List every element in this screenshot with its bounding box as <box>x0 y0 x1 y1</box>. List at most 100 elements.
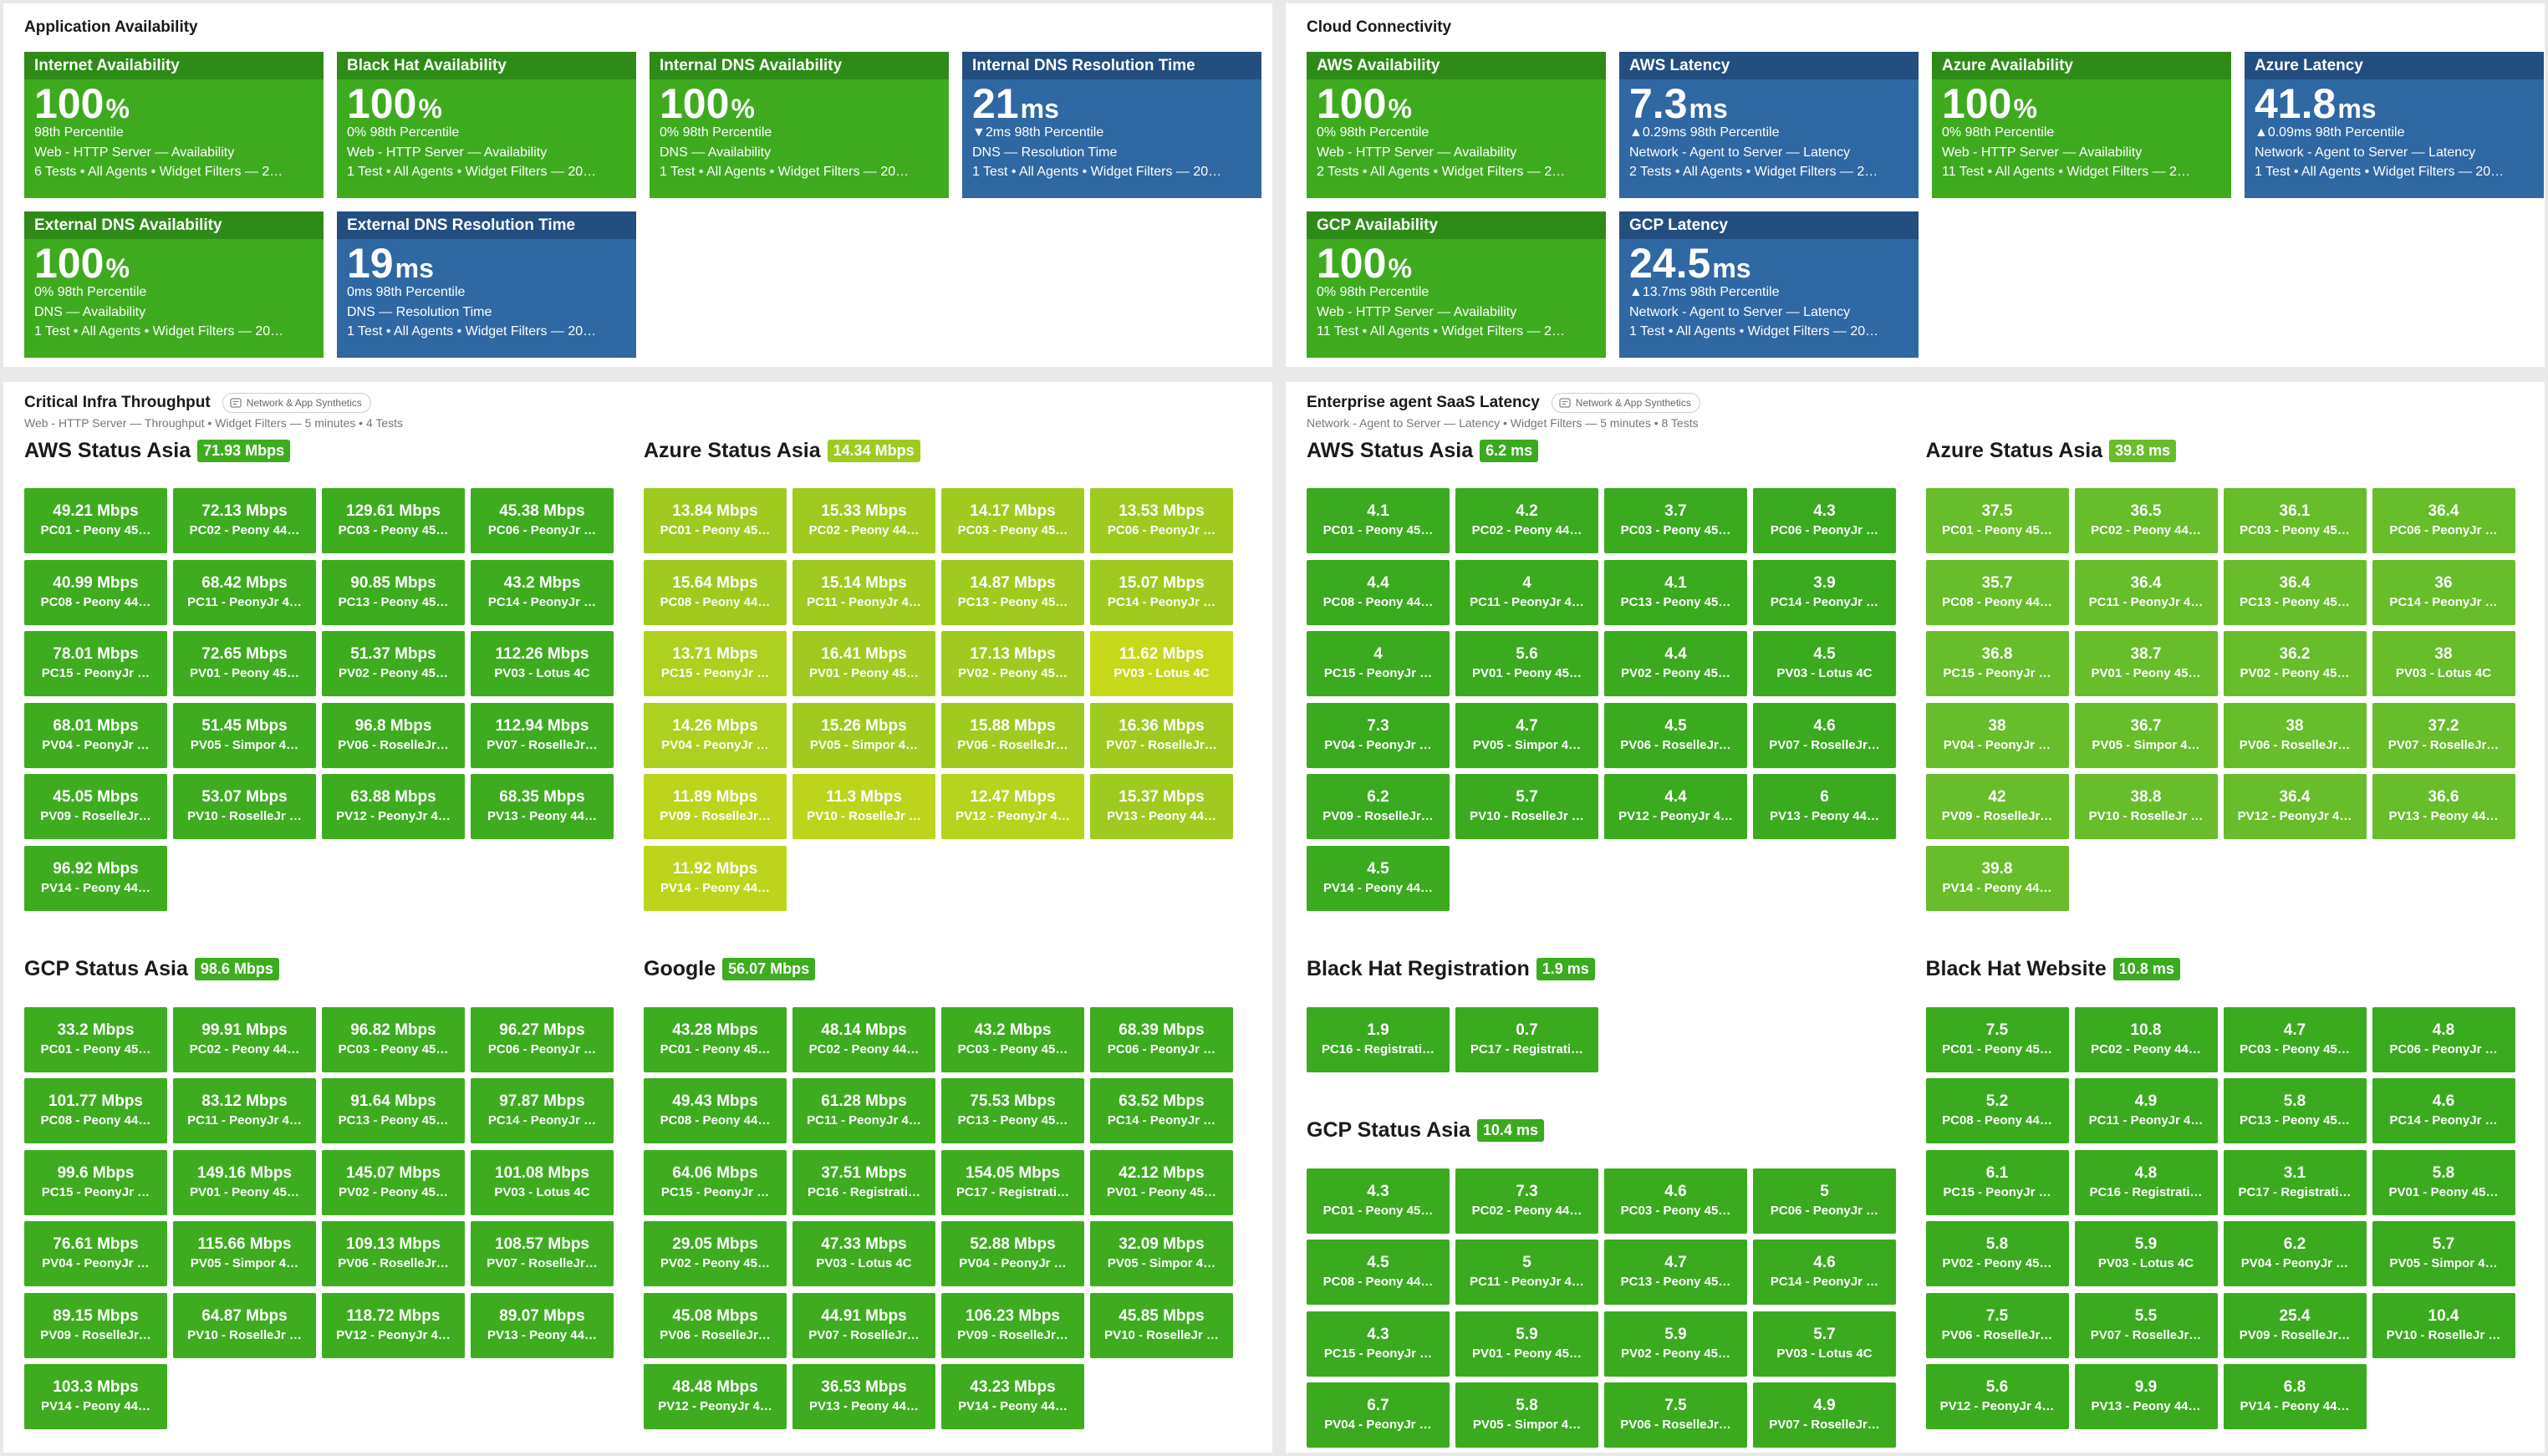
tile-value: 35.7 <box>1981 573 2013 592</box>
tile-label: PC11 - PeonyJr 4… <box>1470 1275 1584 1289</box>
widget: GCP Availability 100% 0% 98th Percentile We… <box>1307 211 1606 358</box>
tile-value: 17.13 Mbps <box>970 645 1056 663</box>
tile: 51.45 Mbps PV05 - Simpor 4… <box>173 702 316 768</box>
tile-value: 4.4 <box>1367 573 1389 592</box>
tile-value: 4.6 <box>1813 716 1836 735</box>
tile-label: PC03 - Peony 45… <box>2240 1041 2350 1056</box>
tile-value: 78.01 Mbps <box>53 645 139 663</box>
group: AWS Status Asia 6.2 ms 4.1 PC01 - Peony 45…… <box>1307 432 1926 911</box>
tile: 36.53 Mbps PV13 - Peony 44… <box>792 1364 935 1429</box>
tile: 145.07 Mbps PV02 - Peony 45… <box>322 1149 465 1215</box>
tile-label: PV03 - Lotus 4C <box>1776 1346 1873 1361</box>
widget-unit: ms <box>1689 94 1728 124</box>
tile: 5 PC06 - PeonyJr … <box>1753 1168 1896 1234</box>
tile: 89.07 Mbps PV13 - Peony 44… <box>471 1292 614 1358</box>
widget-value-row: 100% <box>1932 79 2231 127</box>
widget-value-row: 24.5ms <box>1619 239 1919 287</box>
widget-line: 0% 98th Percentile <box>660 125 772 140</box>
tile-label: PV06 - RoselleJr… <box>957 737 1068 752</box>
tile-value: 32.09 Mbps <box>1119 1235 1205 1253</box>
tile-value: 36.8 <box>1981 645 2013 663</box>
tile: 47.33 Mbps PV03 - Lotus 4C <box>792 1221 935 1286</box>
widget-line: 0ms 98th Percentile <box>347 285 466 299</box>
tile-label: PC06 - PeonyJr … <box>487 1041 597 1056</box>
tile: 68.35 Mbps PV13 - Peony 44… <box>471 774 614 839</box>
tile-label: PV04 - PeonyJr … <box>1943 737 2051 752</box>
tile: 115.66 Mbps PV05 - Simpor 4… <box>173 1221 316 1286</box>
tile-label: PV01 - Peony 45… <box>190 666 299 680</box>
tile: 101.08 Mbps PV03 - Lotus 4C <box>471 1149 614 1215</box>
widget-value-row: 100% <box>1307 239 1606 287</box>
tile-value: 4.7 <box>2283 1021 2306 1039</box>
tile: 4.9 PC11 - PeonyJr 4… <box>2074 1078 2218 1143</box>
tag-icon <box>230 398 242 408</box>
tile-value: 4.6 <box>1813 1254 1836 1271</box>
tile-value: 63.52 Mbps <box>1119 1092 1205 1110</box>
tile-value: 7.5 <box>1985 1306 2009 1325</box>
tile-label: PV02 - Peony 45… <box>1942 1256 2052 1270</box>
tile-value: 36.4 <box>2279 573 2311 592</box>
tile: 45.38 Mbps PC06 - PeonyJr … <box>471 488 614 553</box>
tile: 68.39 Mbps PC06 - PeonyJr … <box>1090 1006 1233 1072</box>
tile-value: 4.5 <box>1367 1254 1389 1271</box>
tile-value: 37.5 <box>1981 502 2013 520</box>
tile: 64.06 Mbps PC15 - PeonyJr … <box>644 1149 787 1215</box>
tile: 11.62 Mbps PV03 - Lotus 4C <box>1090 631 1233 696</box>
tile-value: 68.35 Mbps <box>499 788 585 806</box>
group-name: Azure Status Asia <box>1925 438 2103 462</box>
tile-value: 11.92 Mbps <box>672 859 758 878</box>
tile-value: 5.8 <box>1516 1397 1538 1414</box>
tile: 78.01 Mbps PC15 - PeonyJr … <box>24 631 167 696</box>
tile-label: PV02 - Peony 45… <box>2240 666 2350 680</box>
panel-title-row: Cloud Connectivity <box>1307 15 2545 40</box>
tag-text: Network & App Synthetics <box>1575 397 1691 409</box>
tile-label: PC01 - Peony 45… <box>40 523 151 537</box>
tile: 89.15 Mbps PV09 - RoselleJr… <box>24 1292 167 1358</box>
widget-line: 6 Tests • All Agents • Widget Filters — … <box>34 165 283 179</box>
tile-value: 103.3 Mbps <box>53 1378 139 1396</box>
tile-value: 15.07 Mbps <box>1119 573 1205 592</box>
tile-value: 14.26 Mbps <box>672 716 758 735</box>
tile-value: 5.8 <box>1985 1235 2009 1253</box>
tile: 5.7 PV03 - Lotus 4C <box>1753 1311 1896 1377</box>
tile-value: 91.64 Mbps <box>350 1092 436 1110</box>
widget-value-row: 100% <box>1307 79 1606 127</box>
widget-line: 1 Test • All Agents • Widget Filters — 2… <box>34 324 284 339</box>
tile-label: PV04 - PeonyJr … <box>1324 1418 1432 1432</box>
tile-value: 51.37 Mbps <box>350 645 436 663</box>
column: AWS Status Asia 6.2 ms 4.1 PC01 - Peony 45…… <box>1307 432 1926 1453</box>
tile-value: 37.51 Mbps <box>821 1163 907 1182</box>
tile-value: 4.4 <box>1664 788 1687 806</box>
tile-label: PV13 - Peony 44… <box>809 1399 919 1413</box>
tile-value: 6.8 <box>2283 1378 2306 1396</box>
tile: 36.4 PC11 - PeonyJr 4… <box>2074 559 2218 625</box>
tile-value: 112.26 Mbps <box>495 645 589 663</box>
tile: 9.9 PV13 - Peony 44… <box>2074 1364 2218 1429</box>
tile-label: PC15 - PeonyJr … <box>1323 1346 1433 1361</box>
tile: 6.7 PV04 - PeonyJr … <box>1307 1382 1450 1448</box>
tile-label: PV13 - Peony 44… <box>487 809 597 823</box>
tile-value: 68.39 Mbps <box>1119 1021 1205 1039</box>
tile: 4.6 PC14 - PeonyJr … <box>2372 1078 2515 1143</box>
tile-value: 3.9 <box>1813 573 1836 592</box>
tile-value: 61.28 Mbps <box>821 1092 907 1110</box>
tile-value: 7.3 <box>1516 1182 1538 1200</box>
group-name: Black Hat Registration <box>1307 957 1530 980</box>
tile: 96.82 Mbps PC03 - Peony 45… <box>322 1006 465 1072</box>
group-badge: 14.34 Mbps <box>827 439 920 462</box>
tile-value: 4.9 <box>2134 1092 2158 1110</box>
tile-label: PC16 - Registrati… <box>1321 1041 1435 1056</box>
tile: 43.23 Mbps PV14 - Peony 44… <box>941 1364 1084 1429</box>
tiles: 13.84 Mbps PC01 - Peony 45… 15.33 Mbps PC02… <box>644 488 1263 911</box>
tile: 38.8 PV10 - RoselleJr … <box>2074 774 2218 839</box>
tile-label: PV13 - Peony 44… <box>487 1327 597 1342</box>
panel-title-row: Enterprise agent SaaS Latency Network & A… <box>1307 392 2545 414</box>
tile: 61.28 Mbps PC11 - PeonyJr 4… <box>792 1078 935 1143</box>
tile-value: 49.21 Mbps <box>53 502 139 520</box>
tile-label: PV06 - RoselleJr… <box>1941 1327 2053 1342</box>
group-header: Black Hat Registration 1.9 ms <box>1307 951 1926 988</box>
tile-value: 89.07 Mbps <box>499 1306 585 1325</box>
tiles: 4.3 PC01 - Peony 45… 7.3 PC02 - Peony 44… 4.… <box>1307 1168 1926 1448</box>
tile: 109.13 Mbps PV06 - RoselleJr… <box>322 1221 465 1286</box>
tile: 154.05 Mbps PC17 - Registrati… <box>941 1149 1084 1215</box>
